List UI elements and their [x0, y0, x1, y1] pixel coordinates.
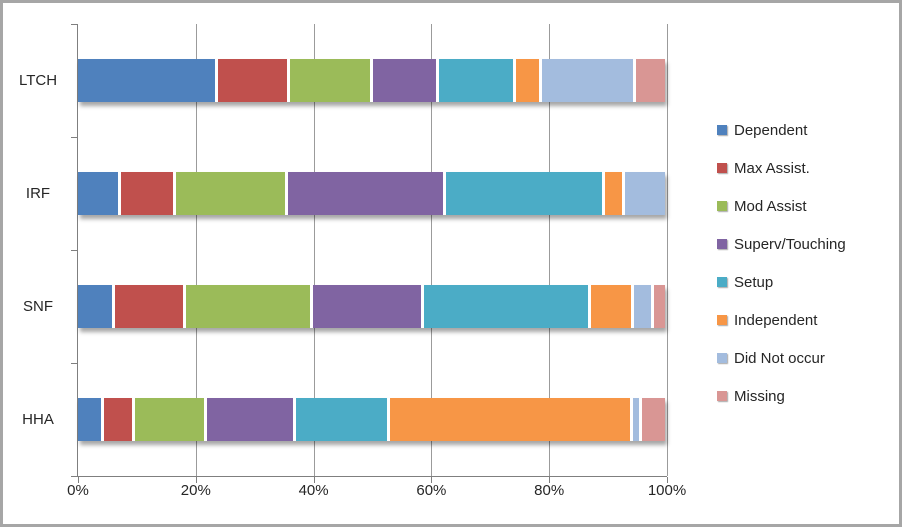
legend: Dependent Max Assist. Mod Assist Superv/Tou…	[717, 111, 846, 415]
bar-segment-irf-did-not-occur	[624, 172, 666, 215]
bar-segment-irf-independent	[604, 172, 622, 215]
legend-label-superv-touching: Superv/Touching	[734, 235, 846, 253]
legend-item-independent: Independent	[717, 301, 846, 339]
x-axis-tick	[549, 477, 551, 483]
bar-ltch	[78, 59, 666, 102]
legend-label-independent: Independent	[734, 311, 818, 329]
bar-segment-snf-missing	[653, 285, 665, 328]
legend-swatch-missing	[717, 391, 727, 401]
x-axis-label: 40%	[298, 482, 329, 499]
legend-item-superv-touching: Superv/Touching	[717, 225, 846, 263]
legend-swatch-setup	[717, 277, 727, 287]
gridline	[313, 24, 315, 476]
legend-item-max-assist: Max Assist.	[717, 149, 846, 187]
bar-segment-irf-superv-touching	[288, 172, 444, 215]
x-axis-tick	[667, 477, 668, 483]
bar-segment-hha-setup	[295, 398, 388, 441]
y-axis-tick	[71, 24, 77, 25]
x-axis-label: 60%	[416, 482, 447, 499]
legend-item-setup: Setup	[717, 263, 846, 301]
bar-segment-snf-mod-assist	[185, 285, 311, 328]
legend-label-max-assist: Max Assist.	[734, 159, 810, 177]
legend-swatch-mod-assist	[717, 201, 727, 211]
legend-label-dependent: Dependent	[734, 121, 808, 139]
x-axis-tick	[431, 477, 433, 483]
legend-label-mod-assist: Mod Assist	[734, 197, 807, 215]
legend-label-setup: Setup	[734, 273, 774, 291]
legend-label-did-not-occur: Did Not occur	[734, 349, 825, 367]
bar-segment-irf-dependent	[78, 172, 119, 215]
bar-segment-ltch-setup	[438, 59, 514, 102]
bar-snf	[78, 285, 665, 328]
x-axis-tick	[195, 477, 197, 483]
category-label-snf: SNF	[23, 298, 53, 315]
bar-segment-ltch-dependent	[78, 59, 216, 102]
plot-area: 0% 20% 40% 60% 80% 100%	[67, 24, 686, 499]
legend-label-missing: Missing	[734, 387, 785, 405]
category-label-irf: IRF	[25, 185, 51, 202]
bar-segment-hha-dependent	[78, 398, 101, 441]
x-axis-label: 0%	[67, 482, 89, 499]
bar-segment-snf-did-not-occur	[633, 285, 651, 328]
bar-segment-ltch-mod-assist	[289, 59, 370, 102]
bar-segment-snf-setup	[423, 285, 589, 328]
bar-segment-snf-max-assist	[114, 285, 183, 328]
x-axis-label: 80%	[534, 482, 565, 499]
x-axis-tick	[78, 477, 79, 483]
legend-swatch-max-assist	[717, 163, 727, 173]
bar-segment-hha-independent	[390, 398, 631, 441]
bar-segment-snf-superv-touching	[313, 285, 421, 328]
bar-segment-hha-mod-assist	[135, 398, 205, 441]
y-axis-tick	[71, 250, 77, 251]
bar-segment-snf-dependent	[78, 285, 112, 328]
legend-item-missing: Missing	[717, 377, 846, 415]
legend-swatch-independent	[717, 315, 727, 325]
x-axis-label: 20%	[180, 482, 211, 499]
legend-item-did-not-occur: Did Not occur	[717, 339, 846, 377]
category-label-ltch: LTCH	[18, 72, 58, 89]
gridline	[195, 24, 197, 476]
y-axis-tick	[71, 363, 77, 364]
bar-segment-ltch-independent	[516, 59, 539, 102]
x-axis-tick	[313, 477, 315, 483]
legend-swatch-did-not-occur	[717, 353, 727, 363]
bar-segment-hha-did-not-occur	[633, 398, 640, 441]
y-axis-tick	[71, 137, 77, 138]
bar-segment-hha-max-assist	[103, 398, 133, 441]
legend-item-dependent: Dependent	[717, 111, 846, 149]
bar-segment-hha-missing	[642, 398, 665, 441]
category-label-hha: HHA	[22, 411, 54, 428]
bar-segment-ltch-missing	[636, 59, 666, 102]
bar-segment-snf-independent	[591, 285, 631, 328]
gridline	[431, 24, 433, 476]
gridline	[667, 24, 668, 476]
x-axis-label: 100%	[647, 482, 687, 499]
gridline	[549, 24, 551, 476]
bar-segment-ltch-superv-touching	[372, 59, 436, 102]
bar-segment-irf-mod-assist	[175, 172, 286, 215]
legend-item-mod-assist: Mod Assist	[717, 187, 846, 225]
bar-segment-irf-setup	[446, 172, 602, 215]
bar-segment-ltch-max-assist	[218, 59, 287, 102]
y-axis-tick	[71, 476, 77, 477]
bar-hha	[78, 398, 665, 441]
bar-segment-irf-max-assist	[121, 172, 173, 215]
bar-irf	[78, 172, 666, 215]
legend-swatch-superv-touching	[717, 239, 727, 249]
bar-segment-ltch-did-not-occur	[541, 59, 634, 102]
legend-swatch-dependent	[717, 125, 727, 135]
bar-segment-hha-superv-touching	[207, 398, 293, 441]
